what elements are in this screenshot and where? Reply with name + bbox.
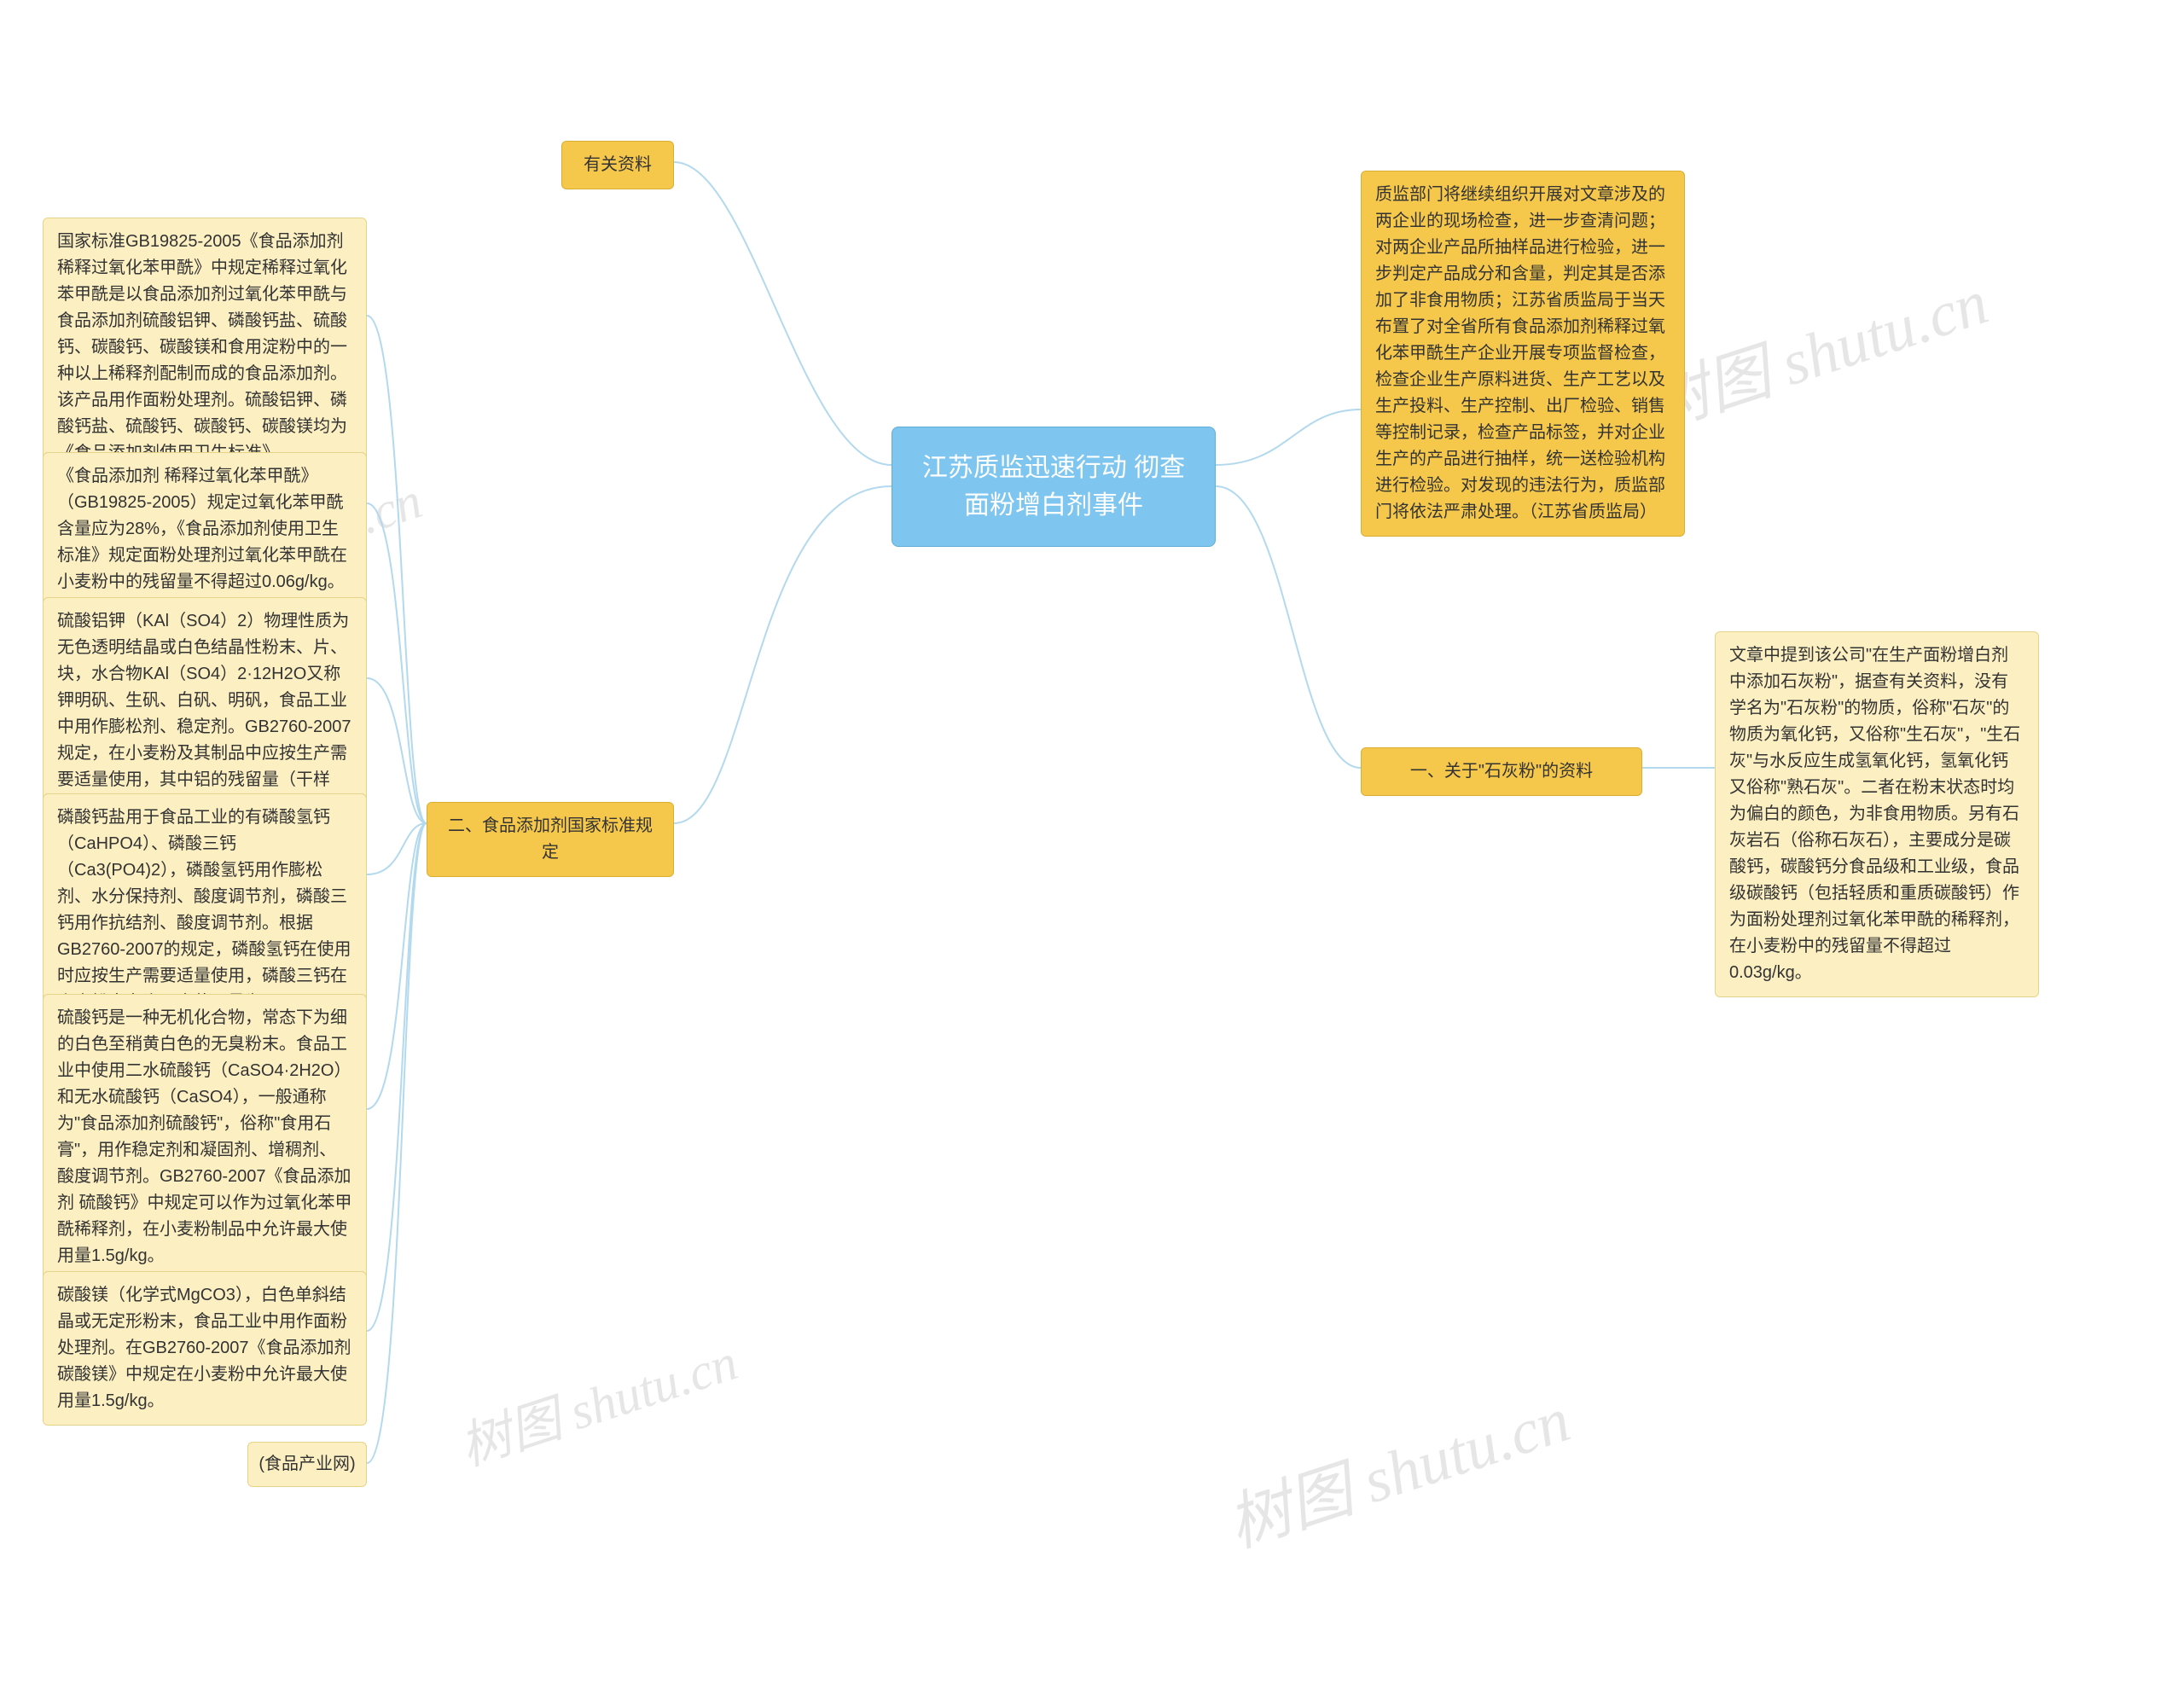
- detail-box-6[interactable]: 碳酸镁（化学式MgCO3），白色单斜结晶或无定形粉末，食品工业中用作面粉处理剂。…: [43, 1271, 367, 1426]
- branch-limestone[interactable]: 一、关于"石灰粉"的资料: [1361, 747, 1642, 796]
- branch-info[interactable]: 有关资料: [561, 141, 674, 189]
- watermark: 树图 shutu.cn: [1632, 251, 1997, 447]
- root-node[interactable]: 江苏质监迅速行动 彻查面粉增白剂事件: [892, 427, 1216, 547]
- detail-box-5[interactable]: 硫酸钙是一种无机化合物，常态下为细的白色至稍黄白色的无臭粉末。食品工业中使用二水…: [43, 994, 367, 1281]
- branch-standards[interactable]: 二、食品添加剂国家标准规定: [427, 802, 674, 877]
- detail-box-2[interactable]: 《食品添加剂 稀释过氧化苯甲酰》（GB19825-2005）规定过氧化苯甲酰含量…: [43, 452, 367, 607]
- watermark: 树图 shutu.cn: [1214, 1368, 1579, 1565]
- detail-source[interactable]: (食品产业网): [247, 1442, 367, 1487]
- limestone-detail-box[interactable]: 文章中提到该公司"在生产面粉增白剂中添加石灰粉"，据查有关资料，没有学名为"石灰…: [1715, 631, 2039, 997]
- detail-box-4[interactable]: 磷酸钙盐用于食品工业的有磷酸氢钙（CaHPO4）、磷酸三钙（Ca3(PO4)2）…: [43, 793, 367, 1027]
- watermark: 树图 shutu.cn: [450, 1321, 746, 1480]
- right-summary-box[interactable]: 质监部门将继续组织开展对文章涉及的两企业的现场检查，进一步查清问题；对两企业产品…: [1361, 171, 1685, 537]
